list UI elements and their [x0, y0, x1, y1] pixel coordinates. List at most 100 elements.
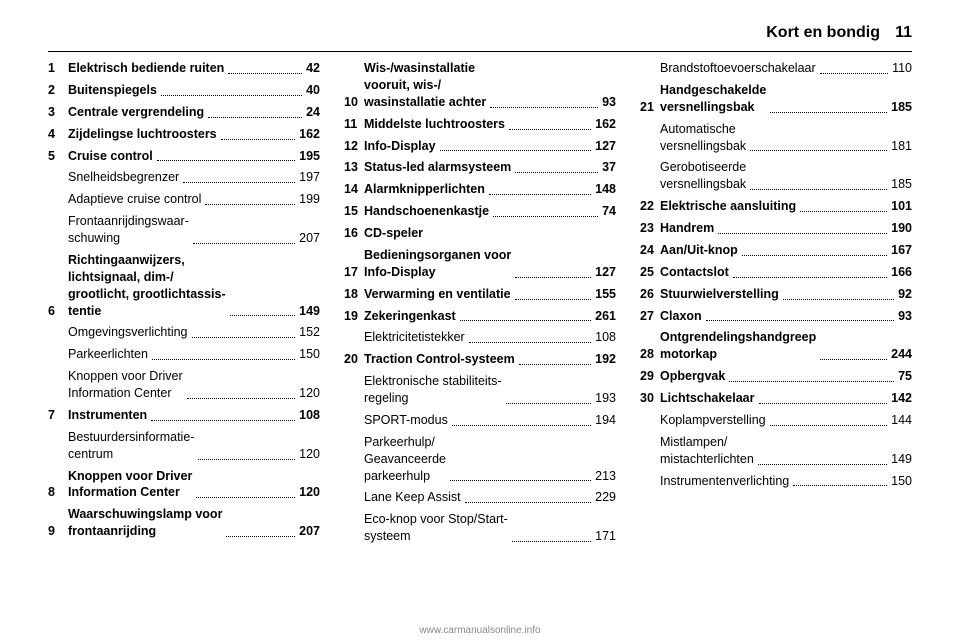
dot-leader [515, 299, 592, 300]
dot-leader [759, 403, 888, 404]
entry-label: Eco-knop voor Stop/Start-systeem [364, 511, 508, 545]
index-entry: 23Handrem190 [640, 220, 912, 237]
entry-label: Lane Keep Assist [364, 489, 461, 506]
entry-page: 108 [299, 407, 320, 424]
entry-page: 42 [306, 60, 320, 77]
entry-label: Parkeerlichten [68, 346, 148, 363]
entry-page: 207 [299, 230, 320, 247]
entry-label: Instrumentenverlichting [660, 473, 789, 490]
entry-page: 24 [306, 104, 320, 121]
entry-page: 185 [891, 176, 912, 193]
index-entry: 17Bedieningsorganen voorInfo-Display127 [344, 247, 616, 281]
entry-page: 108 [595, 329, 616, 346]
index-entry: Parkeerlichten150 [48, 346, 320, 363]
dot-leader [515, 277, 591, 278]
dot-leader [515, 172, 598, 173]
index-entry: 12Info-Display127 [344, 138, 616, 155]
dot-leader [460, 320, 591, 321]
index-column-3: Brandstoftoevoerschakelaar11021Handgesch… [640, 60, 912, 606]
entry-number: 26 [640, 286, 660, 303]
dot-leader [758, 464, 887, 465]
entry-number: 13 [344, 159, 364, 176]
entry-page: 167 [891, 242, 912, 259]
index-entry: Lane Keep Assist229 [344, 489, 616, 506]
dot-leader [770, 425, 888, 426]
entry-label: Verwarming en ventilatie [364, 286, 511, 303]
entry-page: 142 [891, 390, 912, 407]
entry-page: 149 [299, 303, 320, 320]
dot-leader [452, 425, 591, 426]
dot-leader [465, 502, 592, 503]
index-entry: Adaptieve cruise control199 [48, 191, 320, 208]
dot-leader [506, 403, 592, 404]
dot-leader [151, 420, 295, 421]
entry-number: 8 [48, 484, 68, 501]
entry-page: 120 [299, 484, 320, 501]
entry-label: Instrumenten [68, 407, 147, 424]
entry-label: Cruise control [68, 148, 153, 165]
index-entry: 4Zijdelingse luchtroosters162 [48, 126, 320, 143]
entry-label: Buitenspiegels [68, 82, 157, 99]
footer-url: www.carmanualsonline.info [0, 625, 960, 636]
entry-label: Waarschuwingslamp voorfrontaanrijding [68, 506, 222, 540]
dot-leader [742, 255, 887, 256]
entry-label: Gerobotiseerdeversnellingsbak [660, 159, 746, 193]
entry-label: Alarmknipperlichten [364, 181, 485, 198]
index-entry: Brandstoftoevoerschakelaar110 [640, 60, 912, 77]
dot-leader [450, 480, 591, 481]
index-entry: 30Lichtschakelaar142 [640, 390, 912, 407]
index-entry: 1Elektrisch bediende ruiten42 [48, 60, 320, 77]
dot-leader [221, 139, 296, 140]
index-entry: Eco-knop voor Stop/Start-systeem171 [344, 511, 616, 545]
entry-page: 166 [891, 264, 912, 281]
entry-label: Bedieningsorganen voorInfo-Display [364, 247, 511, 281]
entry-label: Ontgrendelingshandgreepmotorkap [660, 329, 816, 363]
entry-number: 15 [344, 203, 364, 220]
entry-page: 127 [595, 264, 616, 281]
entry-label: Elektrische aansluiting [660, 198, 796, 215]
index-entry: Gerobotiseerdeversnellingsbak 185 [640, 159, 912, 193]
entry-label: Omgevingsverlichting [68, 324, 188, 341]
entry-label: Opbergvak [660, 368, 725, 385]
entry-label: Contactslot [660, 264, 729, 281]
entry-label: Aan/Uit-knop [660, 242, 738, 259]
index-entry: 20Traction Control-systeem 192 [344, 351, 616, 368]
entry-label: Elektronische stabiliteits-regeling [364, 373, 502, 407]
entry-number: 18 [344, 286, 364, 303]
dot-leader [198, 459, 295, 460]
index-entry: 5Cruise control195 [48, 148, 320, 165]
index-entry: Parkeerhulp/Geavanceerdeparkeerhulp213 [344, 434, 616, 485]
entry-page: 192 [595, 351, 616, 368]
entry-number: 10 [344, 94, 364, 111]
entry-number: 6 [48, 303, 68, 320]
dot-leader [205, 204, 295, 205]
entry-label: Bestuurdersinformatie-centrum [68, 429, 194, 463]
entry-page: 155 [595, 286, 616, 303]
dot-leader [718, 233, 887, 234]
entry-number: 20 [344, 351, 364, 368]
entry-label: Richtingaanwijzers,lichtsignaal, dim-/gr… [68, 252, 226, 320]
dot-leader [226, 536, 295, 537]
index-entry: Snelheidsbegrenzer197 [48, 169, 320, 186]
index-entry: 14Alarmknipperlichten148 [344, 181, 616, 198]
index-column-1: 1Elektrisch bediende ruiten42 2Buitenspie… [48, 60, 320, 606]
entry-label: Zijdelingse luchtroosters [68, 126, 217, 143]
entry-label: Traction Control-systeem [364, 351, 515, 368]
dot-leader [469, 342, 591, 343]
entry-label: Koplampverstelling [660, 412, 766, 429]
entry-number: 2 [48, 82, 68, 99]
entry-number: 28 [640, 346, 660, 363]
entry-page: 127 [595, 138, 616, 155]
dot-leader [750, 150, 887, 151]
dot-leader [493, 216, 598, 217]
dot-leader [230, 315, 295, 316]
dot-leader [192, 337, 296, 338]
entry-number: 14 [344, 181, 364, 198]
entry-number: 11 [344, 116, 364, 133]
index-entry: 9Waarschuwingslamp voorfrontaanrijding20… [48, 506, 320, 540]
entry-page: 101 [891, 198, 912, 215]
entry-label: Parkeerhulp/Geavanceerdeparkeerhulp [364, 434, 446, 485]
index-columns: 1Elektrisch bediende ruiten42 2Buitenspie… [48, 60, 912, 606]
entry-number: 9 [48, 523, 68, 540]
index-entry: 24Aan/Uit-knop167 [640, 242, 912, 259]
